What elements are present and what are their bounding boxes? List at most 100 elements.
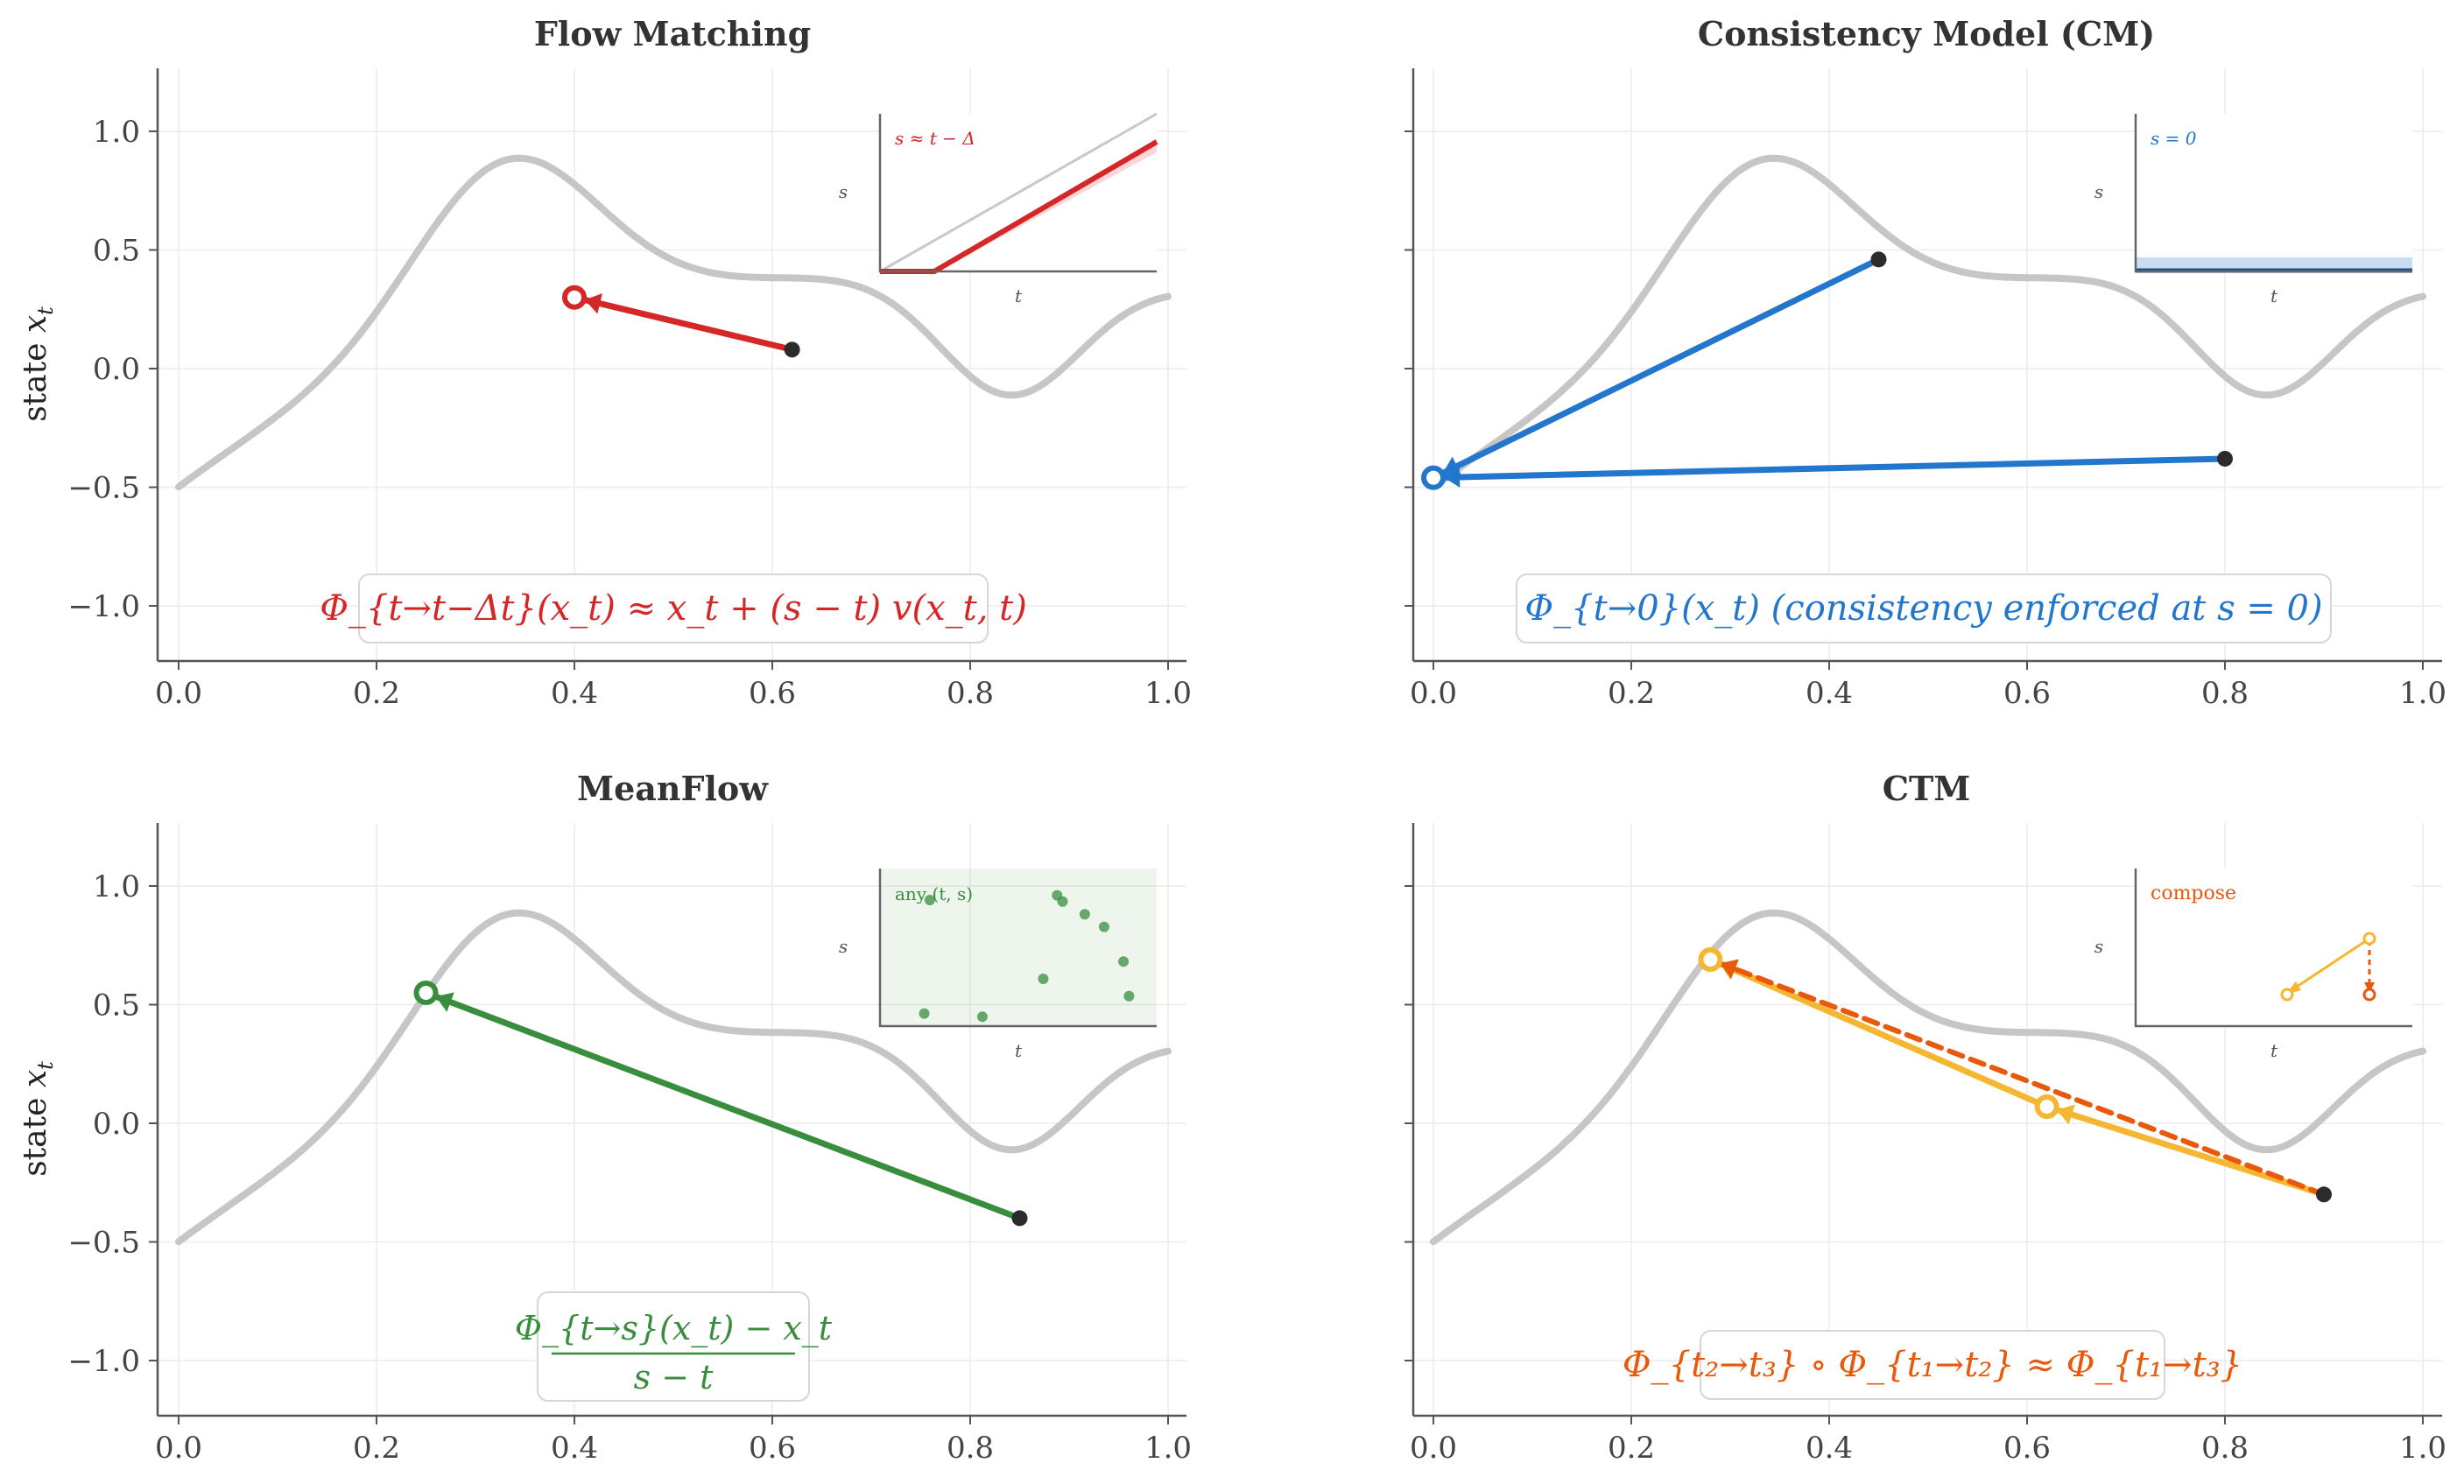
arrow-shaft: [434, 994, 1023, 1221]
x-tick-label: 0.4: [551, 1431, 598, 1466]
start-point: [2217, 450, 2233, 467]
axes: 0.0 0.2 0.4 0.6 0.8 1.0: [1404, 68, 2446, 711]
x-tick-label: 0.6: [749, 676, 796, 711]
arrow-marks: [413, 980, 1028, 1227]
inset-identity-line: [879, 112, 1158, 273]
x-tick-label: 0.2: [1608, 1431, 1655, 1466]
trajectory-curve: [175, 154, 1172, 491]
x-tick-label: 0.0: [155, 1431, 202, 1466]
inset-label: s ≈ t − Δ: [895, 128, 975, 149]
x-tick-label: 0.0: [155, 676, 202, 711]
x-tick-label: 1.0: [2399, 676, 2446, 711]
inset-label: compose: [2151, 883, 2236, 904]
y-axis-label: state xt: [18, 306, 58, 422]
arrowhead: [1443, 466, 1461, 488]
panel-ctm: 0.0 0.2 0.4 0.6 0.8 1.0 CTM Φ_{t₂→t₃} ∘ Φ_{t₁…: [1404, 769, 2446, 1466]
arrowhead: [435, 992, 454, 1012]
arrow-marks: [1421, 251, 2233, 490]
y-tick-label: 0.0: [93, 1107, 140, 1142]
y-tick-label: −1.0: [67, 1344, 140, 1379]
arrow-shaft: [1442, 455, 2228, 481]
inset: any (t, s) t s: [839, 869, 1157, 1061]
equation-box: Φ_{t→s}(x_t) − x_t s − t: [515, 1291, 833, 1402]
x-tick-label: 0.4: [1806, 1431, 1853, 1466]
panel-title: MeanFlow: [577, 769, 769, 808]
x-tick-label: 0.6: [749, 1431, 796, 1466]
start-point: [1011, 1210, 1028, 1227]
inset-scatter-point: [976, 1011, 988, 1023]
inset-y-label: s: [2094, 181, 2103, 202]
axes: 0.0 0.2 0.4 0.6 0.8 1.0: [1404, 823, 2446, 1466]
x-tick-label: 0.2: [353, 676, 400, 711]
panel-title: CTM: [1883, 769, 1971, 808]
end-point: [413, 980, 439, 1005]
y-tick-label: 1.0: [93, 115, 140, 150]
start-point: [1870, 251, 1887, 268]
y-axis-label-var: x: [18, 315, 53, 333]
x-tick-label: 0.6: [2003, 1431, 2051, 1466]
inset-background: [2136, 114, 2412, 271]
inset-band: [2136, 257, 2412, 271]
end-point: [1698, 947, 1723, 973]
x-tick-label: 0.4: [551, 676, 598, 711]
inset-scatter-point: [919, 1008, 930, 1019]
inset: s = 0 t s: [2094, 114, 2412, 306]
arrow-marks: [1698, 947, 2332, 1203]
start-point: [784, 341, 800, 358]
inset-scatter-point: [1038, 974, 1049, 984]
inset-scatter-point: [1118, 956, 1130, 967]
x-tick-label: 0.2: [353, 1431, 400, 1466]
x-tick-label: 1.0: [1144, 676, 1192, 711]
arrow-shaft: [2055, 1107, 2327, 1198]
inset-x-label: t: [2270, 285, 2278, 306]
arrowhead: [584, 293, 602, 314]
arrow-shaft: [1719, 961, 2327, 1198]
inset-point-end: [2362, 988, 2376, 1002]
equation-text: Φ_{t→0}(x_t) (consistency enforced at s …: [1524, 588, 2322, 629]
x-tick-label: 0.0: [1410, 676, 1457, 711]
equation-box-frame: [1700, 1330, 2165, 1400]
inset-points: [919, 890, 1135, 1023]
y-axis-label: state xt: [18, 1061, 58, 1177]
trajectory-curve: [175, 909, 1172, 1246]
y-axis-label-prefix: state: [18, 1087, 53, 1177]
trajectory-curve: [1430, 154, 2426, 491]
arrowhead: [1720, 959, 1739, 979]
y-tick-label: −1.0: [67, 589, 140, 624]
inset-point-mid: [2280, 988, 2294, 1002]
y-tick-label: 0.0: [93, 352, 140, 387]
y-axis-label-prefix: state: [18, 333, 53, 422]
x-tick-label: 0.0: [1410, 1431, 1457, 1466]
equation-text: Φ_{t₂→t₃} ∘ Φ_{t₁→t₂} ≈ Φ_{t₁→t₃}: [1623, 1345, 2242, 1385]
inset-background: [880, 869, 1157, 1026]
inset-scatter-point: [1079, 909, 1090, 920]
inset-axes: [2134, 114, 2412, 273]
inset-axes: [2134, 869, 2412, 1028]
inset-y-label: s: [2094, 936, 2103, 957]
inset: s ≈ t − Δ t s: [839, 112, 1158, 306]
inset-point-start: [2362, 932, 2376, 946]
arrowhead: [2057, 1104, 2075, 1125]
trajectory-curve: [1430, 909, 2426, 1246]
inset-label: s = 0: [2151, 128, 2197, 149]
x-tick-label: 0.4: [1806, 676, 1853, 711]
inset-x-label: t: [2270, 1040, 2278, 1061]
x-tick-label: 0.8: [2201, 1431, 2249, 1466]
x-tick-label: 1.0: [1144, 1431, 1192, 1466]
y-axis-label-var: x: [18, 1070, 53, 1087]
x-tick-label: 1.0: [2399, 1431, 2446, 1466]
inset-x-label: t: [1015, 285, 1023, 306]
panel-title: Flow Matching: [534, 14, 811, 53]
x-tick-label: 0.6: [2003, 676, 2051, 711]
y-tick-label: −0.5: [67, 1226, 140, 1261]
axes: 0.0 0.2 0.4 0.6 0.8 1.0 1.0 0.5 0.0 −0.5 −1.0: [67, 68, 1192, 711]
equation-box-frame: [358, 573, 989, 644]
y-axis-label-sub: t: [33, 1061, 58, 1070]
y-tick-label: −0.5: [67, 471, 140, 506]
equation-numerator: Φ_{t→s}(x_t) − x_t: [515, 1309, 833, 1348]
arrow-shaft: [1441, 256, 1882, 475]
inset-axes: [878, 869, 1157, 1028]
inset-scatter-point: [1057, 896, 1068, 907]
end-point: [562, 285, 587, 310]
